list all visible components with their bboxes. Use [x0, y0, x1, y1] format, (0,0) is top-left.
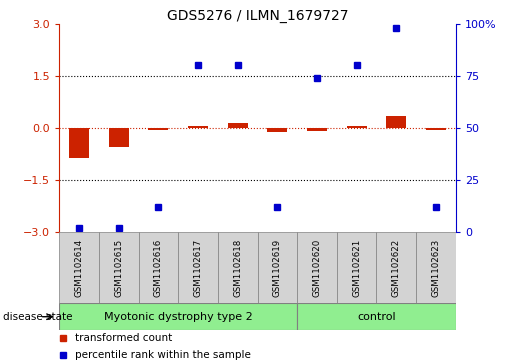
Bar	[386, 116, 406, 128]
Text: GDS5276 / ILMN_1679727: GDS5276 / ILMN_1679727	[167, 9, 348, 23]
Bar	[267, 128, 287, 132]
Text: GSM1102616: GSM1102616	[154, 238, 163, 297]
Text: transformed count: transformed count	[75, 334, 173, 343]
Text: GSM1102621: GSM1102621	[352, 238, 361, 297]
Text: GSM1102617: GSM1102617	[194, 238, 202, 297]
Bar	[228, 123, 248, 128]
Text: Myotonic dystrophy type 2: Myotonic dystrophy type 2	[104, 312, 252, 322]
Text: percentile rank within the sample: percentile rank within the sample	[75, 350, 251, 360]
Bar	[307, 128, 327, 131]
Text: GSM1102615: GSM1102615	[114, 238, 123, 297]
Text: GSM1102623: GSM1102623	[432, 238, 440, 297]
Bar	[426, 128, 446, 130]
Bar	[178, 232, 218, 303]
Bar	[337, 232, 376, 303]
Bar	[99, 232, 139, 303]
Bar	[139, 232, 178, 303]
Bar	[218, 232, 258, 303]
Bar	[297, 232, 337, 303]
Bar	[258, 232, 297, 303]
Text: GSM1102620: GSM1102620	[313, 238, 321, 297]
Text: GSM1102614: GSM1102614	[75, 238, 83, 297]
Bar	[297, 303, 456, 330]
Bar	[148, 128, 168, 130]
Bar	[188, 126, 208, 128]
Bar	[376, 232, 416, 303]
Bar	[416, 232, 456, 303]
Text: GSM1102619: GSM1102619	[273, 238, 282, 297]
Bar	[347, 126, 367, 128]
Text: control: control	[357, 312, 396, 322]
Bar	[59, 232, 99, 303]
Text: GSM1102622: GSM1102622	[392, 238, 401, 297]
Bar	[59, 303, 297, 330]
Text: disease state: disease state	[3, 312, 72, 322]
Text: GSM1102618: GSM1102618	[233, 238, 242, 297]
Bar	[69, 128, 89, 158]
Bar	[109, 128, 129, 147]
